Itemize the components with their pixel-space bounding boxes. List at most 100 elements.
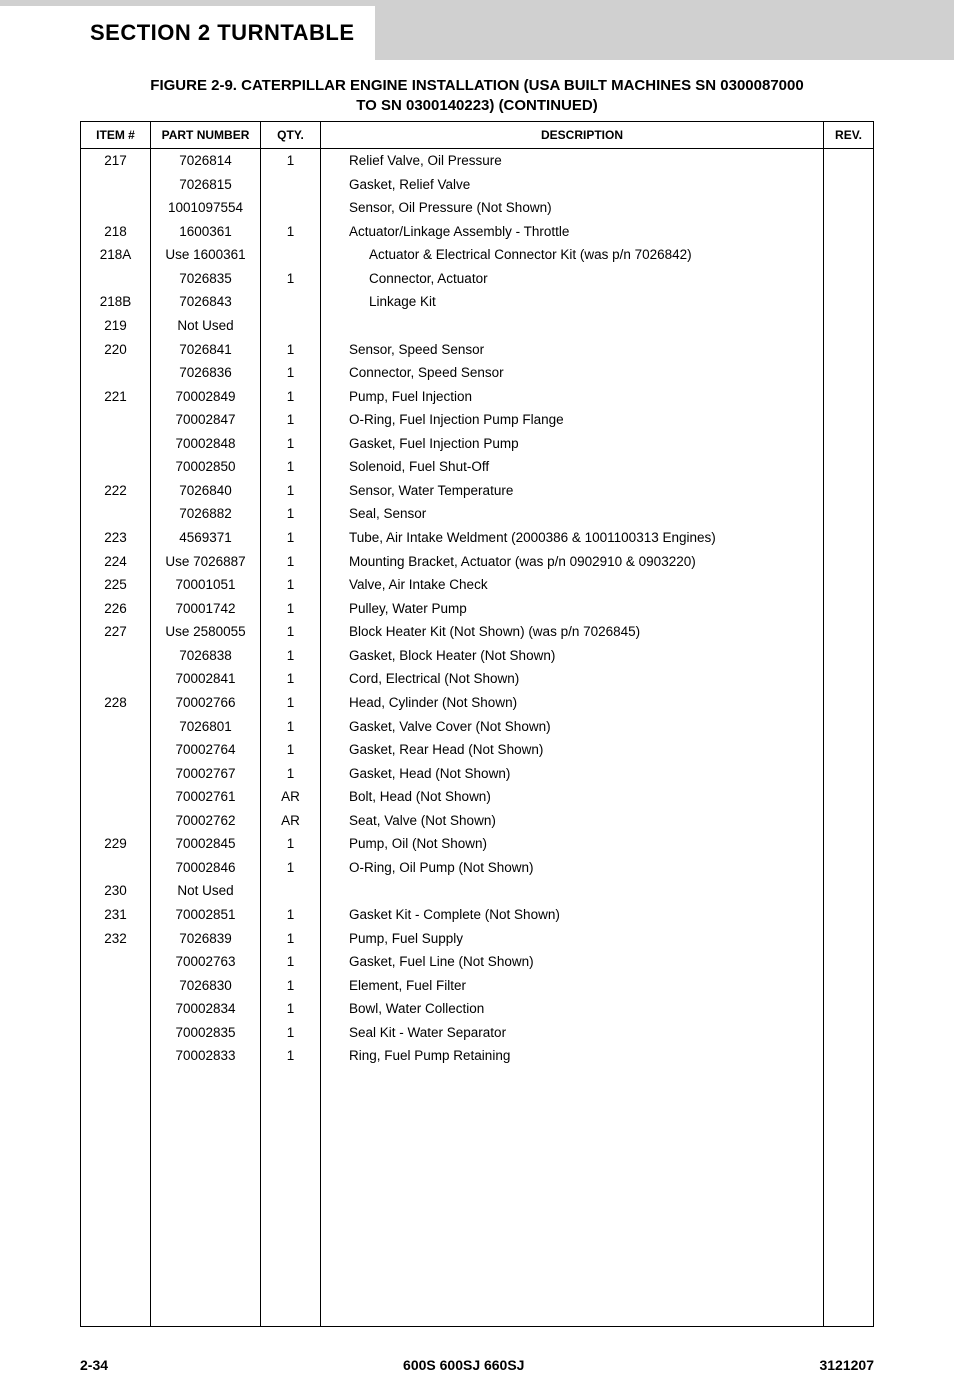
cell-part: Not Used <box>151 879 261 903</box>
cell-qty: 1 <box>261 455 321 479</box>
cell-desc: Element, Fuel Filter <box>321 974 824 998</box>
cell-rev <box>824 832 874 856</box>
cell-desc: Gasket, Head (Not Shown) <box>321 762 824 786</box>
cell-item: 225 <box>81 573 151 597</box>
table-row: 218B7026843Linkage Kit <box>81 290 874 314</box>
cell-part: 70002849 <box>151 385 261 409</box>
cell-item <box>81 432 151 456</box>
cell-qty: 1 <box>261 903 321 927</box>
cell-item: 231 <box>81 903 151 927</box>
footer-model: 600S 600SJ 660SJ <box>403 1357 524 1373</box>
cell-part: 1600361 <box>151 220 261 244</box>
cell-qty: 1 <box>261 220 321 244</box>
cell-desc: Linkage Kit <box>321 290 824 314</box>
figure-title-line1: FIGURE 2-9. CATERPILLAR ENGINE INSTALLAT… <box>150 77 803 94</box>
table-row: 22070268411Sensor, Speed Sensor <box>81 338 874 362</box>
table-row: 22345693711Tube, Air Intake Weldment (20… <box>81 526 874 550</box>
cell-part: Not Used <box>151 314 261 338</box>
table-row: 23270268391Pump, Fuel Supply <box>81 927 874 951</box>
cell-part: 1001097554 <box>151 196 261 220</box>
cell-qty: 1 <box>261 267 321 291</box>
cell-qty <box>261 196 321 220</box>
cell-qty: 1 <box>261 573 321 597</box>
cell-desc: Block Heater Kit (Not Shown) (was p/n 70… <box>321 620 824 644</box>
cell-part: 70002851 <box>151 903 261 927</box>
cell-rev <box>824 738 874 762</box>
table-row: 21816003611Actuator/Linkage Assembly - T… <box>81 220 874 244</box>
cell-item <box>81 644 151 668</box>
cell-qty: 1 <box>261 691 321 715</box>
header-part: PART NUMBER <box>151 122 261 149</box>
cell-rev <box>824 455 874 479</box>
header-gray-right <box>375 6 954 60</box>
cell-desc: Bowl, Water Collection <box>321 997 824 1021</box>
cell-part: 70002850 <box>151 455 261 479</box>
cell-qty: 1 <box>261 667 321 691</box>
cell-qty: 1 <box>261 432 321 456</box>
cell-qty: 1 <box>261 550 321 574</box>
cell-desc: Relief Valve, Oil Pressure <box>321 149 824 173</box>
cell-item: 218B <box>81 290 151 314</box>
cell-qty: 1 <box>261 526 321 550</box>
cell-desc: Connector, Actuator <box>321 267 824 291</box>
parts-table: ITEM # PART NUMBER QTY. DESCRIPTION REV.… <box>80 121 874 1327</box>
table-row: 70268821Seal, Sensor <box>81 502 874 526</box>
cell-part: 7026882 <box>151 502 261 526</box>
cell-part: 70002764 <box>151 738 261 762</box>
table-row: 70002762ARSeat, Valve (Not Shown) <box>81 809 874 833</box>
cell-part: 7026841 <box>151 338 261 362</box>
table-row: 70002761ARBolt, Head (Not Shown) <box>81 785 874 809</box>
cell-qty <box>261 314 321 338</box>
cell-qty: 1 <box>261 974 321 998</box>
table-row: 70268351Connector, Actuator <box>81 267 874 291</box>
cell-rev <box>824 809 874 833</box>
cell-desc: Pump, Oil (Not Shown) <box>321 832 824 856</box>
cell-desc: Cord, Electrical (Not Shown) <box>321 667 824 691</box>
cell-item: 221 <box>81 385 151 409</box>
cell-item <box>81 974 151 998</box>
cell-part: 7026836 <box>151 361 261 385</box>
cell-qty: 1 <box>261 338 321 362</box>
section-title-row: SECTION 2 TURNTABLE <box>0 6 954 60</box>
cell-desc: Sensor, Speed Sensor <box>321 338 824 362</box>
cell-rev <box>824 903 874 927</box>
cell-item <box>81 762 151 786</box>
cell-desc: Tube, Air Intake Weldment (2000386 & 100… <box>321 526 824 550</box>
cell-item: 230 <box>81 879 151 903</box>
cell-qty: 1 <box>261 762 321 786</box>
table-row: 700028341Bowl, Water Collection <box>81 997 874 1021</box>
cell-item <box>81 950 151 974</box>
cell-rev <box>824 220 874 244</box>
cell-item: 226 <box>81 597 151 621</box>
cell-part: 70002841 <box>151 667 261 691</box>
cell-part: Use 7026887 <box>151 550 261 574</box>
cell-rev <box>824 267 874 291</box>
table-row: 700028461O-Ring, Oil Pump (Not Shown) <box>81 856 874 880</box>
cell-qty: 1 <box>261 597 321 621</box>
cell-part: 7026814 <box>151 149 261 173</box>
cell-desc: Valve, Air Intake Check <box>321 573 824 597</box>
cell-part: 70002763 <box>151 950 261 974</box>
table-row: 70268011Gasket, Valve Cover (Not Shown) <box>81 715 874 739</box>
cell-desc: Actuator/Linkage Assembly - Throttle <box>321 220 824 244</box>
cell-rev <box>824 385 874 409</box>
header-item: ITEM # <box>81 122 151 149</box>
cell-item: 227 <box>81 620 151 644</box>
cell-rev <box>824 173 874 197</box>
cell-desc: Gasket, Relief Valve <box>321 173 824 197</box>
cell-rev <box>824 1021 874 1045</box>
cell-part: 70002848 <box>151 432 261 456</box>
cell-qty: 1 <box>261 479 321 503</box>
cell-desc: Gasket, Valve Cover (Not Shown) <box>321 715 824 739</box>
table-row: 219Not Used <box>81 314 874 338</box>
cell-desc: Gasket, Block Heater (Not Shown) <box>321 644 824 668</box>
table-row: 221700028491Pump, Fuel Injection <box>81 385 874 409</box>
cell-desc: Gasket, Rear Head (Not Shown) <box>321 738 824 762</box>
cell-item: 218 <box>81 220 151 244</box>
cell-part: 70001051 <box>151 573 261 597</box>
cell-rev <box>824 243 874 267</box>
table-header-row: ITEM # PART NUMBER QTY. DESCRIPTION REV. <box>81 122 874 149</box>
cell-qty <box>261 173 321 197</box>
table-row: 225700010511Valve, Air Intake Check <box>81 573 874 597</box>
cell-part: Use 1600361 <box>151 243 261 267</box>
